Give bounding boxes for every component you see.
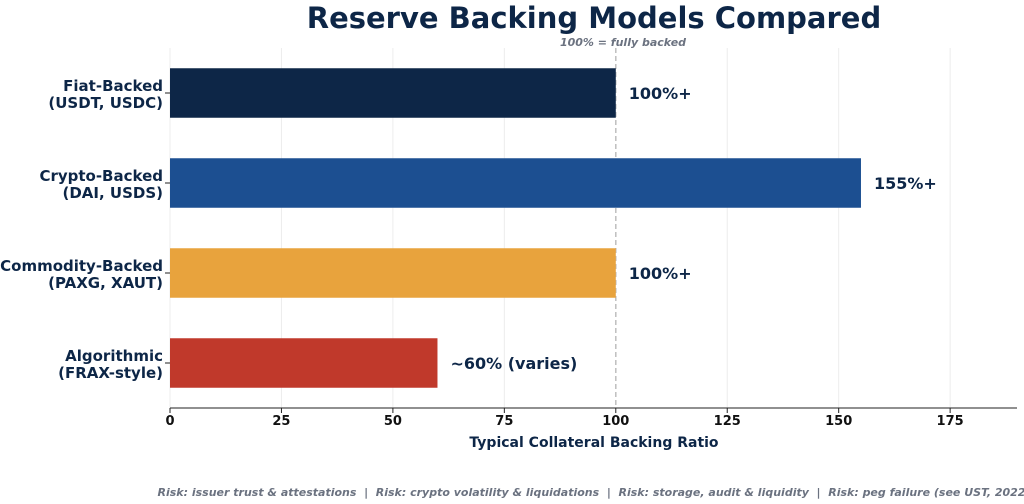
- data-labels: 100%+ 155%+ 100%+ ~60% (varies): [450, 84, 936, 373]
- x-axis-ticks: 0 25 50 75 100 125 150 175: [165, 408, 964, 429]
- chart-title: Reserve Backing Models Compared: [307, 1, 881, 35]
- x-tick-label-5: 125: [714, 414, 741, 429]
- x-axis-label: Typical Collateral Backing Ratio: [469, 435, 719, 451]
- category-label-0-line2: (USDT, USDC): [48, 94, 163, 112]
- category-label-0-line1: Fiat-Backed: [63, 77, 163, 95]
- category-labels: Fiat-Backed(USDT, USDC) Crypto-Backed(DAI…: [0, 77, 170, 382]
- x-tick-label-3: 75: [495, 414, 513, 429]
- category-label-2-line2: (PAXG, XAUT): [48, 274, 163, 292]
- footnote: Risk: issuer trust & attestations | Risk…: [158, 486, 1024, 499]
- x-tick-label-1: 25: [272, 414, 290, 429]
- data-label-3: ~60% (varies): [450, 354, 577, 373]
- bar-3: [170, 338, 438, 388]
- x-tick-label-6: 150: [825, 414, 852, 429]
- data-label-0: 100%+: [629, 84, 692, 103]
- bar-0: [170, 68, 616, 118]
- x-tick-label-2: 50: [384, 414, 402, 429]
- data-label-2: 100%+: [629, 264, 692, 283]
- x-tick-label-4: 100: [602, 414, 629, 429]
- x-tick-label-0: 0: [165, 414, 174, 429]
- bar-2: [170, 248, 616, 298]
- category-label-3-line1: Algorithmic: [65, 347, 163, 365]
- data-label-1: 155%+: [874, 174, 937, 193]
- category-label-2-line1: Commodity-Backed: [0, 257, 163, 275]
- category-label-1-line1: Crypto-Backed: [39, 167, 163, 185]
- reference-line-label: 100% = fully backed: [560, 36, 686, 49]
- category-label-1-line2: (DAI, USDS): [62, 184, 163, 202]
- bars: [170, 68, 861, 388]
- x-tick-label-7: 175: [937, 414, 964, 429]
- category-label-3-line2: (FRAX-style): [58, 364, 163, 382]
- bar-1: [170, 158, 861, 208]
